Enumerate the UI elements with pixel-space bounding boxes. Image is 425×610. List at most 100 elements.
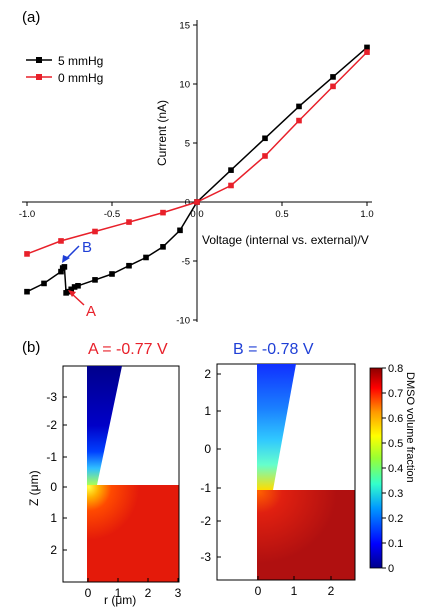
map-b: 0 1 2 2 1 0 -1 -2 -3 <box>200 363 356 598</box>
y-tick-label: -5 <box>182 257 190 268</box>
x-axis-label: Voltage (internal vs. external)/V <box>202 233 369 247</box>
map-x-tick-label: 2 <box>328 584 335 598</box>
colorbar-tick-label: 0.1 <box>388 538 403 550</box>
map-y-tick-label: 0 <box>204 442 211 456</box>
annotation-b: B <box>62 239 92 263</box>
y-tick-label: 0 <box>185 198 190 209</box>
map-x-tick-label: 1 <box>115 586 122 600</box>
x-tick-label: 0.5 <box>275 209 288 220</box>
map-y-tick-label: 1 <box>50 511 57 525</box>
chart-a: -1.0 -0.5 0.0 0.5 1.0 -10 -5 0 5 10 15 Voltage (i… <box>19 20 374 327</box>
map-y-tick-label: -3 <box>46 390 57 404</box>
legend: 5 mmHg 0 mmHg <box>26 54 103 85</box>
colorbar-tick-label: 0.4 <box>388 463 403 475</box>
annotation-a: A <box>68 290 96 320</box>
colorbar-tick-label: 0.2 <box>388 513 403 525</box>
data-point-5mmhg <box>71 284 78 290</box>
map-x-tick-label: 0 <box>255 584 262 598</box>
map-a-y-label: Z (μm) <box>27 470 41 506</box>
data-point-5mmhg <box>61 264 68 270</box>
colorbar-tick-label: 0.5 <box>388 438 403 450</box>
colorbar-ticks: 0.8 0.7 0.6 0.5 0.4 0.3 0.2 0.1 0 <box>382 363 403 575</box>
data-point-5mmhg <box>228 167 234 173</box>
map-a-x-label: r (μm) <box>104 593 136 607</box>
x-tick-label: 1.0 <box>360 209 373 220</box>
map-y-tick-label: 1 <box>204 404 211 418</box>
map-y-tick-label: 0 <box>50 480 57 494</box>
y-axis-label: Current (nA) <box>155 100 169 166</box>
map-a: 0 1 2 3 -3 -2 -1 0 1 2 r (μm) Z (μm) <box>27 365 182 607</box>
y-ticks: -10 -5 0 5 10 15 <box>176 21 197 327</box>
data-point-0mmhg <box>364 49 370 55</box>
series-layer <box>24 44 370 296</box>
data-point-5mmhg <box>92 277 98 283</box>
panel-b-label: (b) <box>22 339 40 356</box>
colorbar-tick-label: 0 <box>388 563 394 575</box>
legend-marker-0mmhg <box>36 74 42 80</box>
data-point-0mmhg <box>296 117 302 124</box>
data-point-5mmhg <box>109 271 115 277</box>
map-x-tick-label: 2 <box>145 586 152 600</box>
colorbar-label: DMSO volume fraction <box>404 372 416 483</box>
data-point-0mmhg <box>126 219 132 225</box>
map-b-ticks: 0 1 2 2 1 0 -1 -2 -3 <box>200 367 334 598</box>
data-point-0mmhg <box>58 238 64 244</box>
map-y-tick-label: 2 <box>50 543 57 557</box>
y-tick-label: 5 <box>185 139 190 150</box>
data-point-0mmhg <box>194 199 200 205</box>
legend-label-0mmhg: 0 mmHg <box>58 71 103 85</box>
data-point-0mmhg <box>228 182 234 189</box>
map-a-pipette <box>87 366 122 485</box>
data-point-5mmhg <box>364 44 370 51</box>
annotation-b-arrowhead <box>62 255 70 263</box>
x-tick-label: -1.0 <box>19 209 35 220</box>
data-point-5mmhg <box>65 288 71 295</box>
map-b-title: B = -0.78 V <box>233 341 314 358</box>
data-point-5mmhg <box>126 262 132 269</box>
data-point-5mmhg <box>262 135 268 142</box>
map-a-ticks: 0 1 2 3 -3 -2 -1 0 1 2 <box>46 390 181 600</box>
map-y-tick-label: 2 <box>204 367 211 381</box>
y-tick-label: 15 <box>179 21 190 32</box>
x-tick-label: 0.0 <box>190 209 203 220</box>
data-point-5mmhg <box>24 288 30 295</box>
colorbar-tick-label: 0.8 <box>388 363 403 375</box>
annotation-a-arrowhead <box>68 290 76 297</box>
data-point-5mmhg <box>58 268 64 275</box>
map-b-bath <box>257 490 355 580</box>
legend-marker-5mmhg <box>36 57 42 63</box>
colorbar-tick-label: 0.7 <box>388 388 403 400</box>
data-point-5mmhg <box>68 286 74 293</box>
map-a-bath <box>87 485 179 582</box>
map-b-pipette <box>257 364 296 490</box>
map-y-tick-label: -2 <box>46 418 57 432</box>
annotation-a-label: A <box>86 303 96 320</box>
data-point-0mmhg <box>262 153 268 159</box>
map-y-tick-label: -1 <box>200 481 211 495</box>
data-point-5mmhg <box>160 244 166 250</box>
data-point-5mmhg <box>177 227 183 234</box>
data-point-0mmhg <box>330 83 336 90</box>
y-tick-label: -10 <box>176 316 190 327</box>
colorbar-tick-label: 0.6 <box>388 413 403 425</box>
map-x-tick-label: 0 <box>85 586 92 600</box>
map-a-title: A = -0.77 V <box>88 341 168 358</box>
map-x-tick-label: 1 <box>291 584 298 598</box>
map-y-tick-label: -2 <box>200 514 211 528</box>
data-point-5mmhg <box>75 282 81 289</box>
colorbar-gradient <box>369 367 383 569</box>
legend-label-5mmhg: 5 mmHg <box>58 54 103 68</box>
map-x-tick-label: 3 <box>175 586 182 600</box>
data-point-5mmhg <box>296 103 302 110</box>
x-tick-label: -0.5 <box>104 209 120 220</box>
panel-a-label: (a) <box>22 9 40 26</box>
y-tick-label: 10 <box>179 80 190 91</box>
annotation-b-label: B <box>82 239 92 256</box>
colorbar: 0.8 0.7 0.6 0.5 0.4 0.3 0.2 0.1 0 DMSO volume fr… <box>369 363 416 575</box>
data-point-5mmhg <box>41 280 47 287</box>
map-y-tick-label: -1 <box>46 450 57 464</box>
data-point-0mmhg <box>24 251 30 257</box>
data-point-0mmhg <box>160 209 166 216</box>
colorbar-tick-label: 0.3 <box>388 488 403 500</box>
